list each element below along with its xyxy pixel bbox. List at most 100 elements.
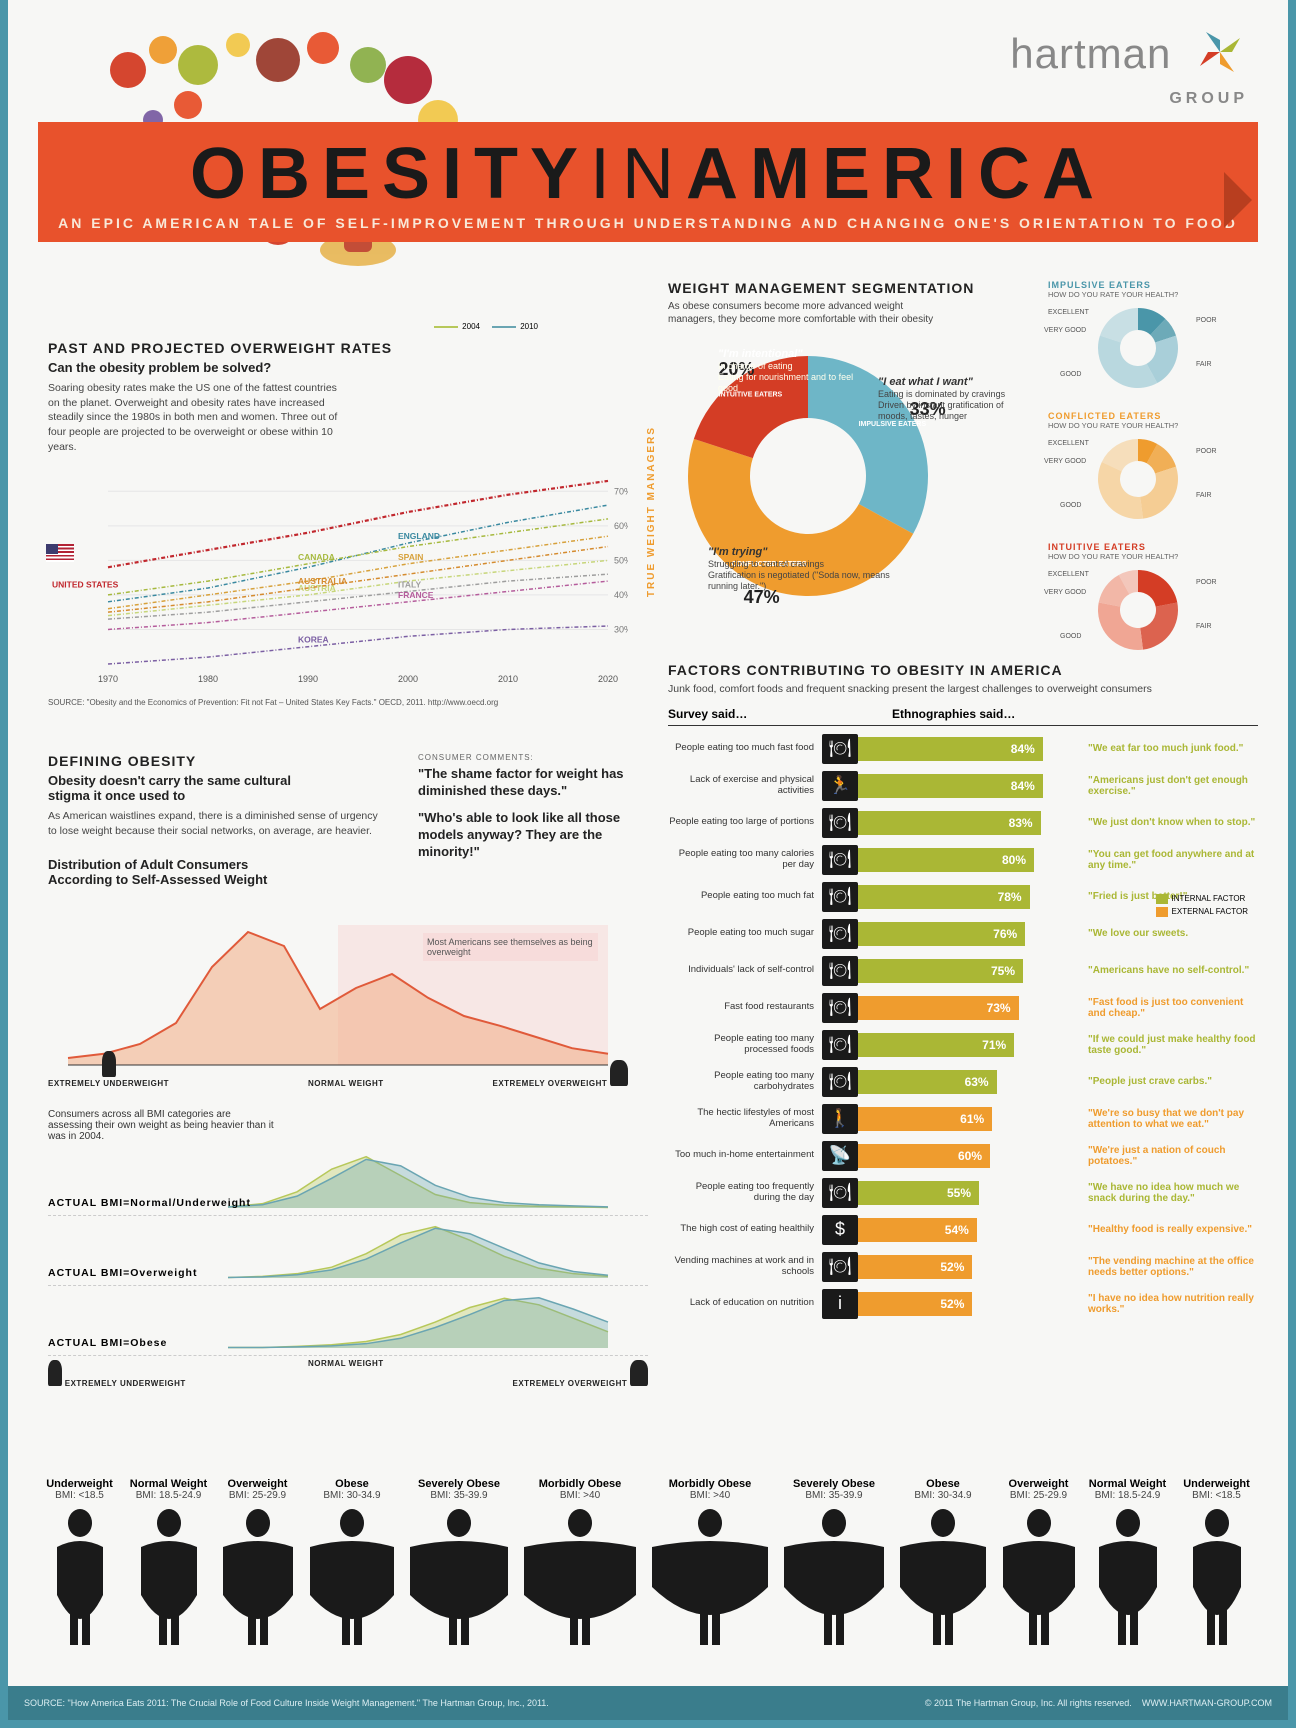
factor-quote: "Americans have no self-control."	[1078, 965, 1258, 976]
silhouette-icon	[647, 1507, 773, 1652]
mini-legend-label: FAIR	[1196, 361, 1212, 368]
factor-row: Lack of exercise and physical activities…	[668, 769, 1258, 803]
factor-row: Too much in-home entertainment📡60%"We're…	[668, 1139, 1258, 1173]
factor-icon: 🚶	[822, 1104, 858, 1134]
mini-legend-label: EXCELLENT	[1048, 440, 1089, 447]
silh-bmi: BMI: <18.5	[1175, 1490, 1258, 1501]
factor-bar-wrap: 60%	[858, 1144, 1078, 1168]
legend-2004: 2004	[462, 322, 480, 331]
silh-category: Underweight	[1175, 1478, 1258, 1490]
mini-sub: HOW DO YOU RATE YOUR HEALTH?	[1048, 290, 1258, 299]
silhouette-icon	[305, 1507, 399, 1652]
silh-bmi: BMI: 18.5-24.9	[127, 1490, 210, 1501]
silhouette-icon	[519, 1507, 641, 1652]
bmi-row: ACTUAL BMI=Obese	[48, 1290, 648, 1356]
silhouette-icon	[405, 1507, 513, 1652]
factor-bar-wrap: 54%	[858, 1218, 1078, 1242]
silh-category: Severely Obese	[779, 1478, 889, 1490]
factor-quote: "Americans just don't get enough exercis…	[1078, 775, 1258, 797]
silhouette-cell: UnderweightBMI: <18.5	[1175, 1478, 1258, 1668]
silhouette-icon	[1086, 1507, 1169, 1652]
col-survey: Survey said…	[668, 707, 892, 721]
factor-row: Vending machines at work and in schools🍽…	[668, 1250, 1258, 1284]
silh-category: Severely Obese	[405, 1478, 513, 1490]
mini-donut: CONFLICTED EATERSHOW DO YOU RATE YOUR HE…	[1048, 411, 1258, 524]
silhouette-cell: ObeseBMI: 30-34.9	[895, 1478, 991, 1668]
factor-bar-wrap: 55%	[858, 1181, 1078, 1205]
svg-text:FRANCE: FRANCE	[398, 590, 434, 600]
factor-row: People eating too many calories per day🍽…	[668, 843, 1258, 877]
col-ethno: Ethnographies said…	[892, 707, 1015, 721]
left-column: PAST AND PROJECTED OVERWEIGHT RATES Can …	[48, 340, 648, 1380]
factor-icon: 🍽	[822, 919, 858, 949]
factor-quote: "We love our sweets.	[1078, 928, 1258, 939]
factor-icon: 🍽	[822, 993, 858, 1023]
factor-bar-wrap: 78%	[858, 885, 1078, 909]
swatch-internal	[1156, 894, 1168, 904]
rates-sub: Can the obesity problem be solved?	[48, 360, 648, 375]
brand-word: hartman	[1010, 30, 1171, 77]
factor-icon: 🍽	[822, 1178, 858, 1208]
brand-logo: hartman GROUP	[1010, 24, 1248, 108]
factor-row: People eating too much sugar🍽76%"We love…	[668, 917, 1258, 951]
silhouette-icon	[216, 1507, 299, 1652]
silh-category: Obese	[895, 1478, 991, 1490]
silh-bmi: BMI: 18.5-24.9	[1086, 1490, 1169, 1501]
mini-title: INTUITIVE EATERS	[1048, 542, 1258, 552]
factor-quote: "You can get food anywhere and at any ti…	[1078, 849, 1258, 871]
bmi-legend: 2004 2010	[424, 322, 538, 331]
factor-row: The hectic lifestyles of most Americans🚶…	[668, 1102, 1258, 1136]
dist-title: Distribution of Adult Consumers Accordin…	[48, 857, 308, 887]
factor-bar: 73%	[858, 996, 1019, 1020]
factor-icon: $	[822, 1215, 858, 1245]
svg-text:ENGLAND: ENGLAND	[398, 532, 440, 542]
person-icon	[610, 1060, 628, 1086]
bmi-row-label: ACTUAL BMI=Normal/Underweight	[48, 1197, 251, 1209]
factor-label: People eating too much fat	[668, 891, 822, 902]
silhouette-cell: Severely ObeseBMI: 35-39.9	[779, 1478, 889, 1668]
factor-bar-wrap: 80%	[858, 848, 1078, 872]
mini-legend-label: FAIR	[1196, 623, 1212, 630]
factor-label: Individuals' lack of self-control	[668, 965, 822, 976]
mini-legend-label: VERY GOOD	[1044, 327, 1086, 334]
factor-row: People eating too many carbohydrates🍽63%…	[668, 1065, 1258, 1099]
factor-quote: "The vending machine at the office needs…	[1078, 1256, 1258, 1278]
rates-body: Soaring obesity rates make the US one of…	[48, 381, 348, 454]
factor-label: People eating too many calories per day	[668, 849, 822, 871]
silh-category: Overweight	[216, 1478, 299, 1490]
factor-icon: 🍽	[822, 808, 858, 838]
factor-bar: 84%	[858, 774, 1043, 798]
legend-external: EXTERNAL FACTOR	[1172, 907, 1248, 916]
silhouette-cell: Normal WeightBMI: 18.5-24.9	[1086, 1478, 1169, 1668]
mini-title: CONFLICTED EATERS	[1048, 411, 1258, 421]
factor-quote: "We eat far too much junk food."	[1078, 743, 1258, 754]
rates-section: PAST AND PROJECTED OVERWEIGHT RATES Can …	[48, 340, 648, 707]
factor-bar-wrap: 73%	[858, 996, 1078, 1020]
silh-category: Normal Weight	[1086, 1478, 1169, 1490]
mini-sub: HOW DO YOU RATE YOUR HEALTH?	[1048, 421, 1258, 430]
factor-label: The high cost of eating healthily	[668, 1224, 822, 1235]
footer-url: WWW.HARTMAN-GROUP.COM	[1142, 1698, 1272, 1708]
factor-label: Fast food restaurants	[668, 1002, 822, 1013]
factor-row: People eating too frequently during the …	[668, 1176, 1258, 1210]
silhouette-cell: OverweightBMI: 25-29.9	[216, 1478, 299, 1668]
mini-title: IMPULSIVE EATERS	[1048, 280, 1258, 290]
factor-label: Lack of education on nutrition	[668, 1298, 822, 1309]
factor-icon: 🍽	[822, 734, 858, 764]
silhouette-cell: Morbidly ObeseBMI: >40	[647, 1478, 773, 1668]
mini-legend-label: GOOD	[1060, 371, 1081, 378]
factor-icon: 🍽	[822, 1252, 858, 1282]
silh-category: Morbidly Obese	[519, 1478, 641, 1490]
rates-line-chart: 70%60%50%40%30%197019801990200020102020U…	[48, 464, 628, 694]
swatch-external	[1156, 907, 1168, 917]
factor-icon: 📡	[822, 1141, 858, 1171]
mini-donuts: IMPULSIVE EATERSHOW DO YOU RATE YOUR HEA…	[1048, 280, 1258, 673]
mini-legend-label: GOOD	[1060, 633, 1081, 640]
svg-text:2010: 2010	[498, 674, 518, 684]
svg-text:SPAIN: SPAIN	[398, 552, 423, 562]
factor-bar: 84%	[858, 737, 1043, 761]
bmi-mini-section: Consumers across all BMI categories are …	[48, 1109, 648, 1380]
factor-bar-wrap: 71%	[858, 1033, 1078, 1057]
silh-bmi: BMI: 25-29.9	[997, 1490, 1080, 1501]
svg-text:IMPULSIVE EATERS: IMPULSIVE EATERS	[859, 421, 927, 428]
